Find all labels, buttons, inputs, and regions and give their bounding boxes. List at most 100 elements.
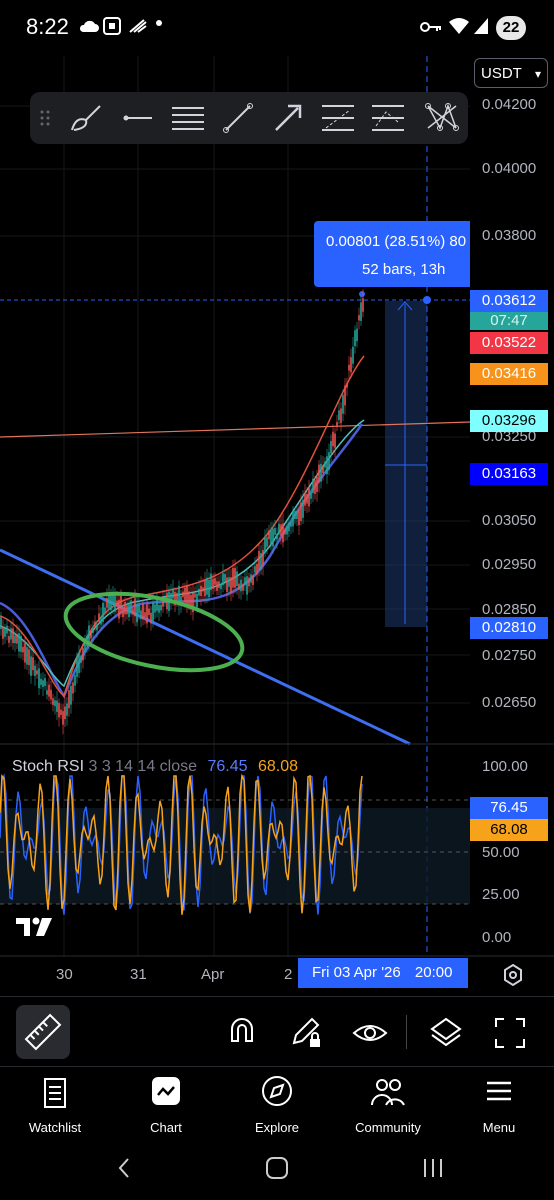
stoch-k-value: 76.45 bbox=[207, 758, 248, 775]
candle-body bbox=[24, 643, 26, 663]
nav-label: Menu bbox=[482, 1120, 516, 1135]
candle-body bbox=[72, 682, 74, 694]
candle-body bbox=[178, 585, 180, 606]
candle-body bbox=[326, 456, 328, 475]
candle-body bbox=[48, 684, 50, 697]
price-tick: 0.04200 bbox=[482, 96, 537, 113]
nav-menu[interactable]: Menu bbox=[449, 1075, 549, 1135]
nav-label: Explore bbox=[254, 1120, 300, 1135]
candle-body bbox=[78, 653, 80, 674]
candle-body bbox=[260, 553, 262, 570]
countdown-label: 07:47 bbox=[470, 312, 548, 330]
candle-body bbox=[122, 607, 124, 618]
ruler-button[interactable] bbox=[16, 1005, 70, 1059]
ema-slow bbox=[0, 423, 364, 699]
trend-line-icon[interactable] bbox=[216, 98, 260, 138]
nav-community[interactable]: Community bbox=[338, 1075, 438, 1135]
candle-body bbox=[52, 698, 54, 705]
back-icon[interactable] bbox=[112, 1156, 136, 1180]
candle-body bbox=[290, 522, 292, 527]
candle-body bbox=[16, 633, 18, 644]
parallel-lines-icon[interactable] bbox=[166, 98, 210, 138]
candle-body bbox=[0, 617, 2, 630]
candle-body bbox=[218, 581, 220, 588]
brush-icon[interactable] bbox=[66, 98, 110, 138]
chevron-down-icon: ▾ bbox=[534, 67, 541, 81]
candle-body bbox=[94, 621, 96, 628]
horizontal-line-icon[interactable] bbox=[116, 98, 160, 138]
arrow-icon[interactable] bbox=[266, 98, 310, 138]
candle-body bbox=[358, 315, 360, 321]
candlesticks bbox=[0, 289, 364, 735]
candle-body bbox=[56, 700, 58, 712]
candle-body bbox=[12, 628, 14, 644]
candle-body bbox=[132, 608, 134, 614]
measure-box bbox=[385, 301, 427, 627]
candle-body bbox=[350, 357, 352, 373]
candle-body bbox=[82, 648, 84, 661]
candle-body bbox=[330, 441, 332, 454]
candle-body bbox=[10, 628, 12, 640]
candle-body bbox=[296, 510, 298, 520]
candle-body bbox=[148, 608, 150, 616]
candle-body bbox=[240, 579, 242, 592]
candle-body bbox=[226, 577, 228, 592]
candle-body bbox=[70, 685, 72, 705]
candle-body bbox=[136, 604, 138, 623]
candle-body bbox=[190, 594, 192, 607]
candle-body bbox=[256, 563, 258, 575]
community-icon bbox=[371, 1079, 405, 1106]
candle-body bbox=[162, 598, 164, 607]
candle-body bbox=[250, 574, 252, 583]
recents-icon[interactable] bbox=[420, 1156, 446, 1180]
time-tick: 30 bbox=[56, 966, 73, 983]
candle-body bbox=[4, 628, 6, 637]
layers-icon[interactable] bbox=[424, 1011, 468, 1055]
nav-chart[interactable]: Chart bbox=[116, 1075, 216, 1135]
drag-handle-icon[interactable] bbox=[34, 98, 56, 138]
candle-body bbox=[126, 605, 128, 615]
ema-fast-label: 0.03416 bbox=[470, 363, 548, 385]
candle-body bbox=[88, 625, 90, 644]
candle-body bbox=[248, 577, 250, 587]
candle-body bbox=[154, 604, 156, 613]
candle-body bbox=[138, 604, 140, 614]
candle-body bbox=[30, 656, 32, 676]
trendline-orange bbox=[0, 421, 471, 438]
watchlist-icon bbox=[44, 1078, 66, 1108]
home-icon[interactable] bbox=[264, 1156, 290, 1180]
candle-body bbox=[352, 346, 354, 364]
chart-icon bbox=[152, 1077, 180, 1105]
candle-body bbox=[96, 624, 98, 631]
pattern-icon[interactable] bbox=[420, 98, 464, 138]
candle-body bbox=[314, 480, 316, 494]
fullscreen-icon[interactable] bbox=[488, 1011, 532, 1055]
magnet-icon[interactable] bbox=[220, 1011, 264, 1055]
nav-label: Watchlist bbox=[28, 1120, 82, 1135]
candle-body bbox=[332, 431, 334, 447]
price-tick: 0.02750 bbox=[482, 647, 537, 664]
candle-body bbox=[206, 577, 208, 595]
ema-slow-label: 0.03163 bbox=[470, 463, 548, 485]
candle-body bbox=[64, 706, 66, 720]
candle-body bbox=[346, 383, 348, 388]
key-icon bbox=[420, 22, 441, 32]
currency-select[interactable]: USDT ▾ bbox=[474, 58, 548, 88]
candle-body bbox=[308, 486, 310, 507]
battery-badge: 22 bbox=[496, 16, 526, 40]
eye-icon[interactable] bbox=[348, 1011, 392, 1055]
fib-retracement-icon[interactable] bbox=[316, 98, 360, 138]
currency-label: USDT bbox=[481, 65, 522, 82]
lock-drawing-icon[interactable] bbox=[284, 1011, 328, 1055]
nav-watchlist[interactable]: Watchlist bbox=[5, 1075, 105, 1135]
last-price-label: 0.03522 bbox=[470, 332, 548, 354]
settings-icon[interactable] bbox=[500, 962, 526, 988]
ema-mid bbox=[0, 419, 365, 688]
cloud-icon bbox=[79, 20, 99, 32]
candle-body bbox=[202, 587, 204, 592]
chart-area[interactable] bbox=[0, 56, 554, 996]
fib-extension-icon[interactable] bbox=[366, 98, 410, 138]
candle-body bbox=[204, 580, 206, 597]
nav-explore[interactable]: Explore bbox=[227, 1075, 327, 1135]
stoch-rsi-legend[interactable]: Stoch RSI 3 3 14 14 close 76.45 68.08 bbox=[12, 758, 298, 776]
